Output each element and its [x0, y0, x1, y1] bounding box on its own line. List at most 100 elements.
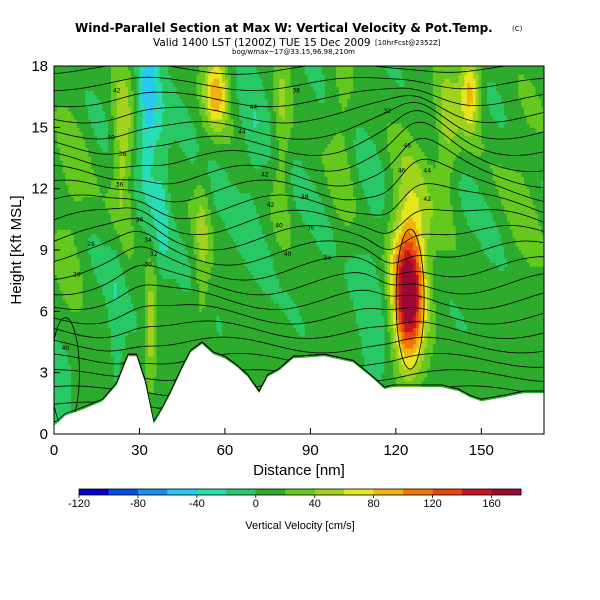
colorbar-tick-label: -120: [68, 498, 90, 510]
contour-label: 44: [423, 167, 431, 174]
theta-contour: [54, 76, 544, 91]
colorbar-tick-label: -80: [130, 498, 146, 510]
chart-title-mark: (C): [512, 25, 523, 33]
colorbar-label: Vertical Velocity [cm/s]: [245, 520, 354, 532]
x-tick-label: 150: [469, 442, 494, 459]
theta-contour: [54, 110, 544, 156]
contour-label: 40: [62, 345, 70, 352]
x-tick-label: 60: [217, 442, 234, 459]
theta-contour: [54, 218, 544, 251]
colorbar-tick-label: 120: [423, 498, 441, 510]
theta-contour: [54, 207, 544, 235]
contour-label: 36: [136, 216, 144, 223]
theta-contour: [54, 246, 544, 281]
contour-labels: 42 40 38 36 36 34 32 30 28 26 44 44 42 42 40 40 38 38 36 34…: [62, 88, 432, 353]
contour-label: 38: [119, 151, 127, 158]
theta-contour: [54, 87, 544, 108]
colorbar-segment: [314, 489, 345, 495]
colorbar-segment: [285, 489, 316, 495]
colorbar-tick-label: -40: [189, 498, 205, 510]
colorbar-segment: [137, 489, 168, 495]
contour-label: 38: [292, 88, 300, 95]
contour-label: 40: [275, 222, 283, 229]
x-tick-label: 0: [50, 442, 58, 459]
y-tick-label: 15: [31, 119, 48, 136]
theta-contour: [54, 284, 544, 310]
contour-label: 42: [261, 171, 269, 178]
theta-contour: [54, 121, 544, 173]
colorbar-frame: [78, 488, 522, 496]
theta-contour: [54, 137, 544, 188]
colorbar-segment: [432, 489, 463, 495]
theta-contour: [54, 95, 544, 124]
plot-area: 42 40 38 36 36 34 32 30 28 26 44 44 42 42 40 40 38 38 36 34…: [54, 66, 544, 434]
contour-label: 34: [144, 237, 152, 244]
theta-contour: [395, 228, 425, 370]
y-axis-label: Height [Kft MSL]: [8, 195, 25, 304]
colorbar-tick-label: 160: [482, 498, 500, 510]
contour-label: 44: [250, 104, 258, 111]
colorbar-segment: [108, 489, 139, 495]
x-tick-label: 90: [302, 442, 319, 459]
colorbar-segment: [344, 489, 374, 495]
y-tick-label: 6: [40, 303, 48, 320]
colorbar-segment: [167, 489, 198, 495]
contour-label: 28: [87, 241, 95, 248]
colorbar-segment: [226, 489, 257, 495]
contour-label: 44: [238, 128, 246, 135]
contour-label: 32: [383, 108, 391, 115]
x-tick-label: 30: [131, 442, 148, 459]
contour-label: 40: [107, 135, 115, 142]
colorbar-segment: [79, 489, 109, 495]
colorbar-segment: [373, 489, 404, 495]
terrain-mask: [54, 344, 544, 434]
y-tick-label: 9: [40, 242, 48, 259]
y-tick-label: 12: [31, 181, 48, 198]
contour-label: 36: [307, 225, 315, 232]
theta-contour: [54, 336, 544, 354]
colorbar-segment: [403, 489, 433, 495]
theta-contour: [54, 320, 544, 339]
x-tick-label: 120: [383, 442, 408, 459]
y-tick-label: 18: [31, 58, 48, 75]
chart-subtitle-2: bog/wmax~17@33.15,96.98,210m: [232, 48, 355, 56]
contour-label: 38: [301, 194, 309, 201]
colorbar-tick-label: 80: [368, 498, 380, 510]
chart-title: Wind-Parallel Section at Max W: Vertical…: [75, 21, 493, 35]
contour-label: 40: [284, 251, 292, 258]
colorbar-segment: [491, 489, 522, 495]
colorbar-tick-label: 0: [253, 498, 259, 510]
theta-contour: [54, 341, 544, 368]
colorbar: -120 -80 -40 0 40 80 120 160: [68, 488, 522, 510]
contour-label: 26: [73, 272, 81, 279]
colorbar-segment: [462, 489, 492, 495]
contour-label: 46: [403, 143, 411, 150]
x-axis-label: Distance [nm]: [253, 462, 345, 479]
theta-contour: [54, 66, 509, 75]
theta-contour: [54, 230, 544, 266]
contour-label: 34: [324, 255, 332, 262]
theta-contour: [54, 304, 544, 325]
chart-subtitle: Valid 1400 LST (1200Z) TUE 15 Dec 2009: [153, 37, 371, 49]
potential-temperature-contours: [54, 66, 544, 429]
contour-label: 30: [144, 261, 152, 268]
y-tick-label: 3: [40, 365, 48, 382]
contour-label: 42: [267, 202, 275, 209]
contour-label: 32: [150, 251, 158, 258]
theta-contour: [54, 158, 544, 203]
y-tick-label: 0: [40, 426, 48, 443]
theta-contour: [54, 183, 544, 220]
colorbar-segment: [196, 489, 227, 495]
contour-label: 42: [113, 88, 121, 95]
colorbar-tick-label: 40: [309, 498, 321, 510]
theta-contour: [54, 264, 544, 296]
theta-contour: [54, 101, 544, 140]
colorbar-segment: [255, 489, 286, 495]
x-axis: 0 30 60 90 120 150: [50, 428, 494, 459]
chart-subtitle-note: [10hrFcst@2352Z]: [375, 39, 441, 47]
y-axis: 0 3 6 9 12 15 18: [31, 58, 60, 443]
contour-label: 42: [423, 196, 431, 203]
contour-label: 36: [116, 182, 124, 189]
contour-label: 46: [398, 167, 406, 174]
